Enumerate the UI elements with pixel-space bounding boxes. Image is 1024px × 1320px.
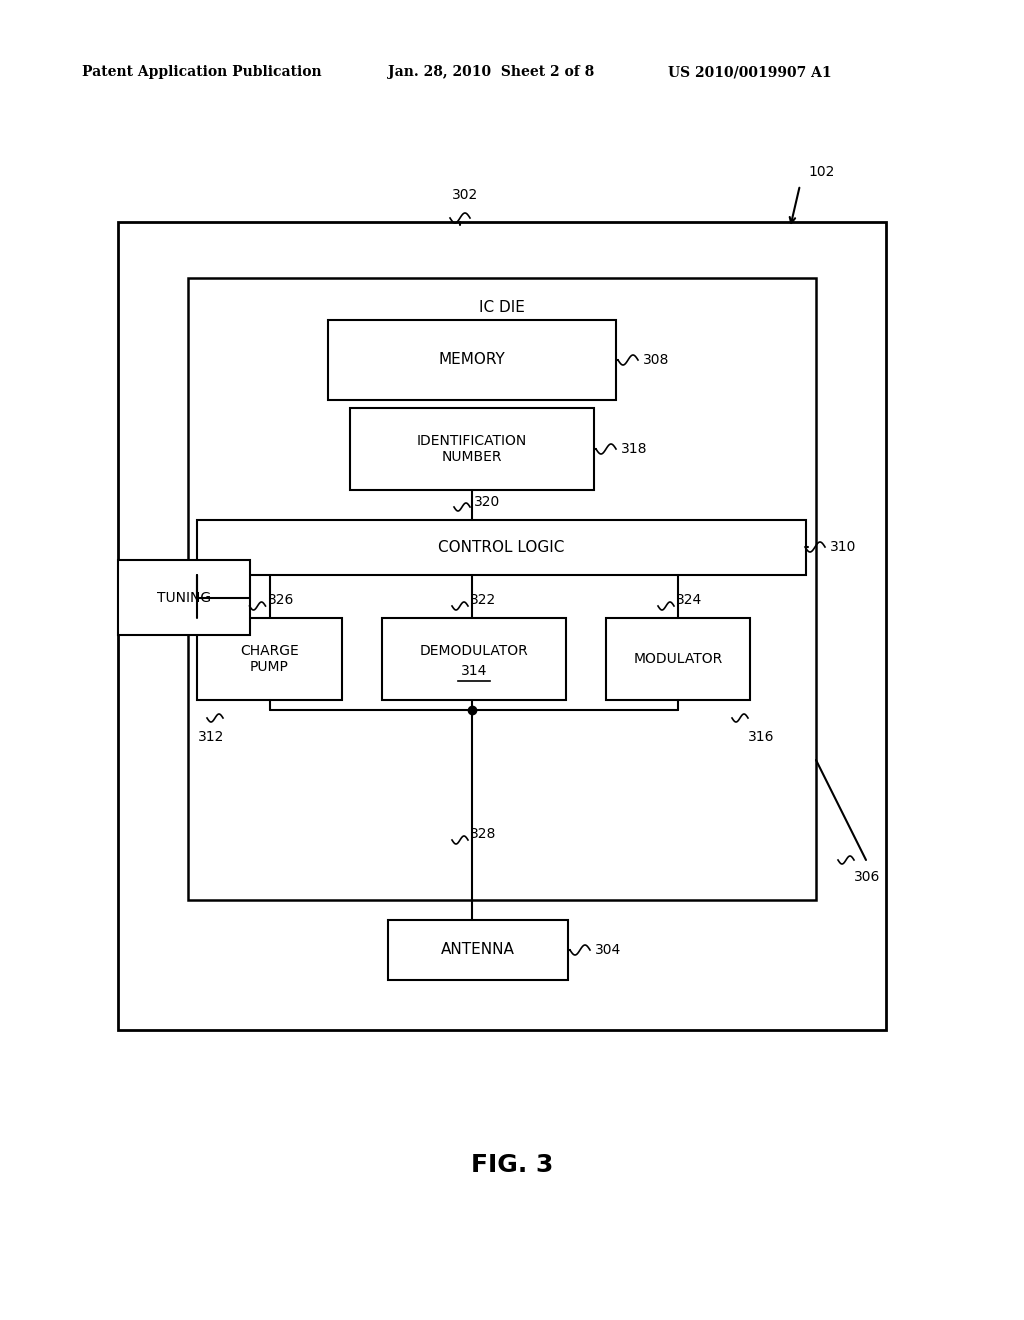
Text: Patent Application Publication: Patent Application Publication	[82, 65, 322, 79]
Text: 306: 306	[854, 870, 881, 884]
Text: 310: 310	[830, 540, 856, 554]
Text: 102: 102	[808, 165, 835, 180]
Text: 328: 328	[470, 828, 497, 841]
Bar	[118, 560, 250, 635]
Text: 302: 302	[452, 187, 478, 202]
Bar	[382, 618, 566, 700]
Bar	[118, 222, 886, 1030]
Bar	[328, 319, 616, 400]
Text: MEMORY: MEMORY	[438, 352, 506, 367]
Text: Jan. 28, 2010  Sheet 2 of 8: Jan. 28, 2010 Sheet 2 of 8	[388, 65, 594, 79]
Text: CONTROL LOGIC: CONTROL LOGIC	[438, 540, 564, 554]
Text: IC DIE: IC DIE	[479, 300, 525, 315]
Bar	[197, 520, 806, 576]
Text: ANTENNA: ANTENNA	[441, 942, 515, 957]
Text: 324: 324	[676, 593, 702, 607]
Bar	[350, 408, 594, 490]
Text: FIG. 3: FIG. 3	[471, 1152, 553, 1177]
Bar	[188, 279, 816, 900]
Text: 312: 312	[198, 730, 224, 744]
Text: 314: 314	[461, 664, 487, 678]
Text: MODULATOR: MODULATOR	[634, 652, 723, 667]
Text: DEMODULATOR: DEMODULATOR	[420, 644, 528, 657]
Bar	[606, 618, 750, 700]
Bar	[388, 920, 568, 979]
Bar	[197, 618, 342, 700]
Text: TUNING: TUNING	[157, 590, 211, 605]
Text: 326: 326	[267, 593, 294, 607]
Text: 316: 316	[748, 730, 774, 744]
Text: CHARGE
PUMP: CHARGE PUMP	[240, 644, 299, 675]
Text: IDENTIFICATION
NUMBER: IDENTIFICATION NUMBER	[417, 434, 527, 465]
Text: US 2010/0019907 A1: US 2010/0019907 A1	[668, 65, 831, 79]
Text: 318: 318	[621, 442, 647, 455]
Text: 308: 308	[643, 352, 670, 367]
Text: 320: 320	[474, 495, 501, 510]
Text: 304: 304	[595, 942, 622, 957]
Text: 322: 322	[470, 593, 497, 607]
